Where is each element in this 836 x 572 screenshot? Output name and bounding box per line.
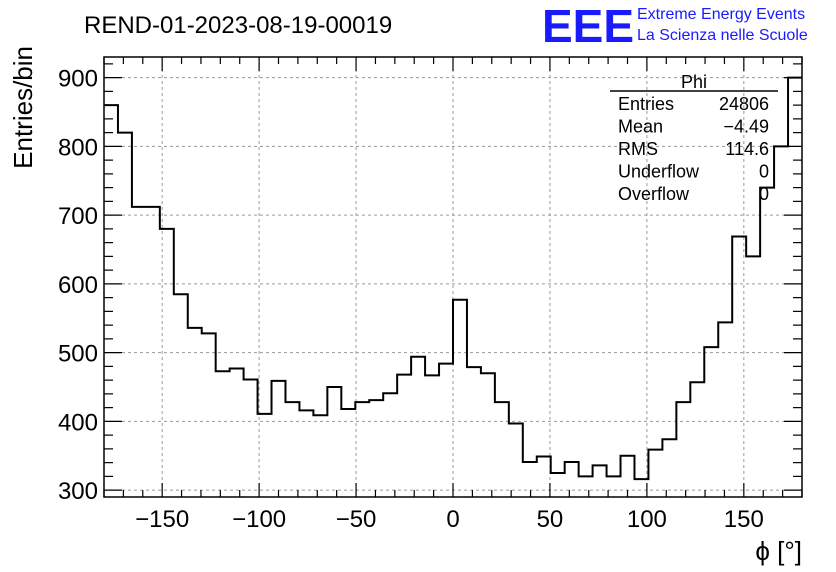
x-tick-label: −50 bbox=[336, 506, 377, 533]
y-tick-label: 700 bbox=[58, 203, 98, 230]
histogram-bin bbox=[188, 328, 202, 497]
histogram-bin bbox=[327, 387, 341, 497]
histogram-bin bbox=[537, 456, 551, 497]
histogram-bin bbox=[788, 78, 802, 497]
histogram-bin bbox=[118, 133, 132, 497]
histogram-bin bbox=[146, 207, 160, 497]
x-tick-label: 150 bbox=[724, 506, 764, 533]
histogram-bin bbox=[565, 462, 579, 497]
eee-logo: EEE bbox=[542, 0, 634, 52]
histogram-bin bbox=[383, 393, 397, 497]
stats-label: Underflow bbox=[618, 162, 700, 182]
x-axis-label: ϕ [°] bbox=[755, 536, 802, 566]
histogram-bin bbox=[481, 373, 495, 497]
x-tick-label: 50 bbox=[537, 506, 564, 533]
histogram-bin bbox=[411, 357, 425, 497]
y-tick-label: 400 bbox=[58, 409, 98, 436]
x-tick-label: −150 bbox=[135, 506, 189, 533]
histogram-bin bbox=[718, 322, 732, 497]
histogram-bin bbox=[453, 300, 467, 497]
histogram-bin bbox=[467, 367, 481, 497]
histogram-bin bbox=[495, 402, 509, 497]
histogram-bin bbox=[285, 402, 299, 497]
histogram-bin bbox=[230, 368, 244, 497]
logo-line-2: La Scienza nelle Scuole bbox=[637, 27, 808, 44]
stats-label: Entries bbox=[618, 94, 674, 114]
stats-label: RMS bbox=[618, 139, 658, 159]
histogram-bin bbox=[341, 409, 355, 497]
x-tick-labels: −150 −100 −50 0 50 100 150 bbox=[135, 506, 764, 533]
histogram-bin bbox=[732, 236, 746, 497]
logo-line-1: Extreme Energy Events bbox=[637, 6, 805, 23]
histogram-bin bbox=[425, 375, 439, 497]
histogram-bin bbox=[369, 400, 383, 497]
stats-value: 24806 bbox=[719, 94, 769, 114]
stats-label: Mean bbox=[618, 117, 663, 137]
y-tick-label: 500 bbox=[58, 341, 98, 368]
histogram-bin bbox=[355, 402, 369, 497]
histogram-line bbox=[104, 76, 802, 481]
histogram-bin bbox=[579, 476, 593, 497]
histogram-bin bbox=[593, 465, 607, 497]
histogram-bin bbox=[648, 450, 662, 497]
axis-ticks bbox=[103, 57, 803, 497]
stats-value: 0 bbox=[759, 162, 769, 182]
stats-value: 0 bbox=[759, 184, 769, 204]
y-tick-label: 800 bbox=[58, 134, 98, 161]
y-tick-labels: 300 400 500 600 700 800 900 bbox=[58, 66, 98, 506]
histogram-bin bbox=[244, 379, 258, 497]
histogram-bin bbox=[272, 381, 286, 497]
x-tick-label: 0 bbox=[446, 506, 459, 533]
histogram-bin bbox=[174, 294, 188, 497]
histogram-bin bbox=[746, 256, 760, 497]
run-title: REND-01-2023-08-19-00019 bbox=[84, 12, 392, 39]
stats-title: Phi bbox=[681, 72, 707, 92]
histogram-bin bbox=[397, 375, 411, 497]
histogram-bin bbox=[523, 462, 537, 497]
histogram-bin bbox=[216, 371, 230, 497]
histogram-bin bbox=[509, 423, 523, 497]
histogram-bin bbox=[313, 415, 327, 497]
histogram-bin bbox=[202, 333, 216, 497]
y-tick-label: 600 bbox=[58, 272, 98, 299]
histogram-bin bbox=[299, 410, 313, 497]
histogram-bin bbox=[551, 473, 565, 497]
stats-box: Phi Entries 24806 Mean −4.49 RMS 114.6 Underfl… bbox=[610, 72, 778, 204]
histogram-bin bbox=[704, 347, 718, 497]
histogram-bin bbox=[774, 146, 788, 497]
histogram-bin bbox=[104, 105, 118, 497]
histogram-bin bbox=[439, 364, 453, 497]
x-tick-label: −100 bbox=[232, 506, 286, 533]
y-tick-label: 300 bbox=[58, 478, 98, 505]
histogram-bin bbox=[662, 439, 676, 497]
y-axis-label: Entries/bin bbox=[8, 46, 38, 169]
histogram-bin bbox=[160, 229, 174, 497]
histogram-bin bbox=[676, 402, 690, 497]
histogram-bin bbox=[132, 207, 146, 497]
histogram-bin bbox=[760, 188, 774, 497]
y-tick-label: 900 bbox=[58, 66, 98, 93]
stats-label: Overflow bbox=[618, 184, 690, 204]
stats-value: −4.49 bbox=[723, 117, 769, 137]
stats-value: 114.6 bbox=[725, 139, 769, 159]
histogram-bin bbox=[690, 382, 704, 497]
x-tick-label: 100 bbox=[627, 506, 667, 533]
stats-rows: Entries 24806 Mean −4.49 RMS 114.6 Underflow 0 O… bbox=[618, 94, 769, 204]
